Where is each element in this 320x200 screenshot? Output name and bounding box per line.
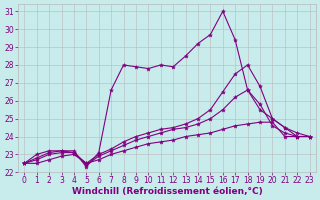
X-axis label: Windchill (Refroidissement éolien,°C): Windchill (Refroidissement éolien,°C): [72, 187, 262, 196]
